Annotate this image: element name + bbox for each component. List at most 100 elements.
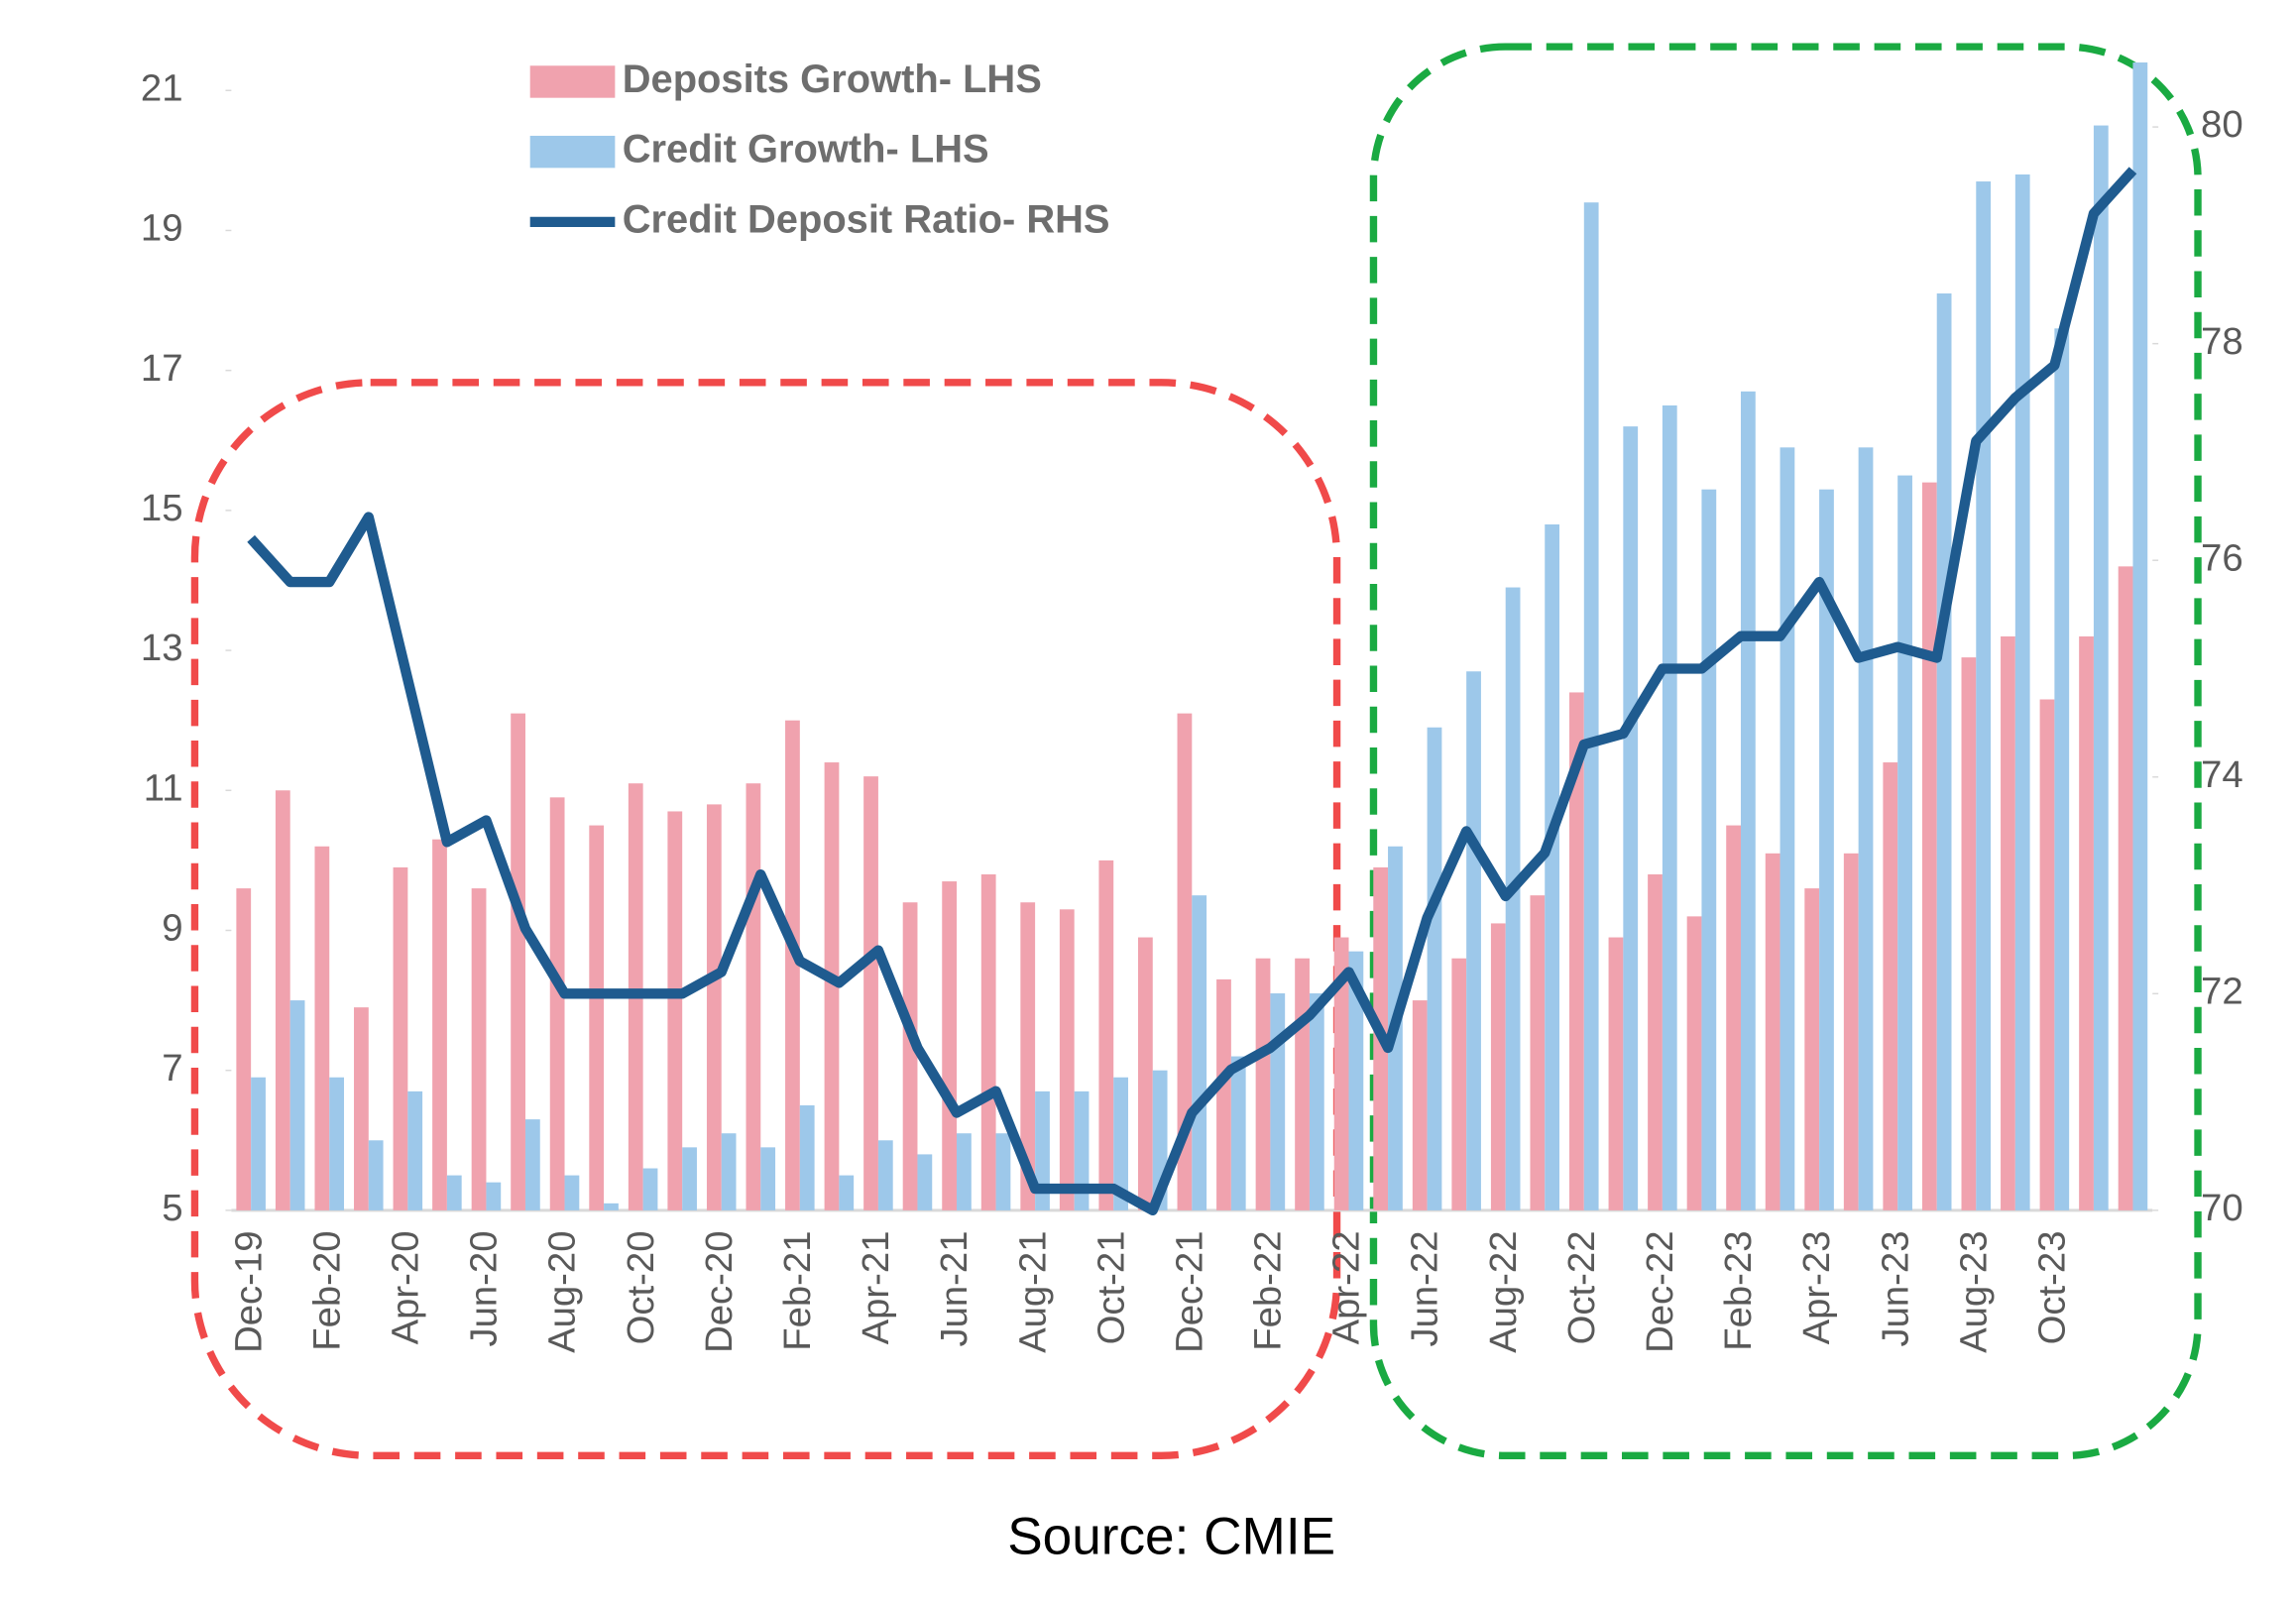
y-tick-label: 5 bbox=[162, 1187, 182, 1229]
y-tick-label: 15 bbox=[141, 487, 183, 529]
bar bbox=[2039, 699, 2055, 1210]
bar bbox=[1686, 916, 1702, 1210]
x-tick-label: Feb-22 bbox=[1246, 1231, 1289, 1351]
bar bbox=[1779, 447, 1795, 1210]
x-tick-label: Dec-21 bbox=[1168, 1231, 1210, 1353]
y2-tick-label: 76 bbox=[2201, 536, 2243, 579]
bar bbox=[1098, 860, 1114, 1210]
bar bbox=[942, 881, 958, 1210]
bar bbox=[1936, 293, 1952, 1210]
x-tick-label: Dec-20 bbox=[698, 1231, 741, 1353]
x-tick-label: Oct-23 bbox=[2030, 1231, 2073, 1345]
x-tick-label: Feb-20 bbox=[305, 1231, 348, 1351]
legend-label: Deposits Growth- LHS bbox=[623, 57, 1042, 101]
x-tick-label: Apr-22 bbox=[1325, 1231, 1368, 1345]
bar bbox=[1804, 888, 1820, 1210]
bar bbox=[1858, 447, 1874, 1210]
bar bbox=[236, 888, 252, 1210]
bar bbox=[1843, 853, 1859, 1210]
x-tick-label: Aug-23 bbox=[1952, 1231, 1995, 1353]
bar bbox=[1295, 958, 1310, 1210]
bar bbox=[1309, 993, 1324, 1210]
x-tick-label: Jun-22 bbox=[1404, 1231, 1446, 1347]
y2-tick-label: 80 bbox=[2201, 103, 2243, 146]
bar bbox=[1113, 1077, 1128, 1210]
y-tick-label: 19 bbox=[141, 207, 183, 250]
bar bbox=[1035, 1090, 1050, 1210]
bar bbox=[1255, 958, 1271, 1210]
bar bbox=[251, 1077, 266, 1210]
x-tick-label: Jun-23 bbox=[1874, 1231, 1916, 1347]
legend-label: Credit Deposit Ratio- RHS bbox=[623, 197, 1110, 241]
bar bbox=[1701, 489, 1717, 1210]
y-tick-label: 17 bbox=[141, 347, 183, 390]
x-tick-label: Apr-23 bbox=[1795, 1231, 1838, 1345]
bar bbox=[368, 1140, 384, 1210]
bar bbox=[471, 888, 487, 1210]
bar bbox=[1623, 426, 1639, 1210]
x-tick-label: Dec-19 bbox=[227, 1231, 270, 1353]
bar bbox=[863, 776, 878, 1210]
bar bbox=[917, 1154, 933, 1210]
bar bbox=[314, 846, 330, 1210]
bar bbox=[1412, 1000, 1428, 1210]
bar bbox=[642, 1168, 658, 1210]
bar bbox=[706, 804, 722, 1210]
bar bbox=[824, 762, 840, 1210]
x-tick-label: Aug-22 bbox=[1482, 1231, 1525, 1353]
bar bbox=[1216, 978, 1231, 1210]
highlight-box-green bbox=[1369, 43, 2202, 1459]
y-tick-label: 13 bbox=[141, 627, 183, 669]
bar bbox=[1819, 489, 1834, 1210]
bar bbox=[1883, 762, 1898, 1210]
bar bbox=[1608, 937, 1624, 1210]
bar bbox=[980, 874, 996, 1210]
x-tick-label: Aug-21 bbox=[1011, 1231, 1054, 1353]
bar bbox=[1740, 391, 1756, 1210]
bar bbox=[486, 1182, 502, 1210]
highlight-box-red bbox=[190, 379, 1341, 1459]
y2-tick-label: 74 bbox=[2201, 753, 2243, 796]
bar bbox=[839, 1175, 855, 1210]
bar bbox=[2054, 328, 2070, 1210]
bar bbox=[1648, 874, 1663, 1210]
bar bbox=[1569, 692, 1584, 1210]
bar bbox=[1192, 895, 1207, 1210]
bar bbox=[1897, 475, 1912, 1210]
bar bbox=[902, 902, 918, 1210]
x-tick-label: Dec-22 bbox=[1639, 1231, 1681, 1353]
bar bbox=[877, 1140, 893, 1210]
y-tick-label: 11 bbox=[144, 766, 183, 809]
bar bbox=[682, 1147, 697, 1210]
x-tick-label: Feb-21 bbox=[776, 1231, 819, 1351]
bar bbox=[1961, 657, 1977, 1210]
bar bbox=[746, 783, 761, 1210]
legend-label: Credit Growth- LHS bbox=[623, 128, 989, 172]
x-tick-label: Oct-21 bbox=[1090, 1231, 1132, 1345]
bar bbox=[995, 1133, 1011, 1210]
bar bbox=[407, 1090, 423, 1210]
bar bbox=[1177, 713, 1193, 1210]
bar bbox=[2014, 173, 2030, 1210]
bar bbox=[1230, 1056, 1246, 1210]
bar bbox=[2079, 635, 2094, 1210]
bar bbox=[1348, 951, 1364, 1210]
bar bbox=[1505, 587, 1521, 1210]
bar bbox=[2118, 566, 2133, 1210]
bar bbox=[1137, 937, 1153, 1210]
bar bbox=[511, 713, 525, 1210]
y2-tick-label: 70 bbox=[2201, 1187, 2243, 1229]
bar bbox=[1765, 853, 1780, 1210]
x-tick-label: Apr-21 bbox=[855, 1231, 897, 1345]
bar bbox=[1059, 909, 1075, 1210]
bar bbox=[354, 1007, 369, 1210]
x-tick-label: Oct-22 bbox=[1560, 1231, 1603, 1345]
legend-swatch bbox=[529, 135, 616, 169]
bar bbox=[1466, 671, 1481, 1210]
bar bbox=[785, 720, 800, 1210]
bar bbox=[1726, 825, 1741, 1210]
bar bbox=[329, 1077, 345, 1210]
line bbox=[247, 167, 2137, 1216]
bar bbox=[1451, 958, 1467, 1210]
